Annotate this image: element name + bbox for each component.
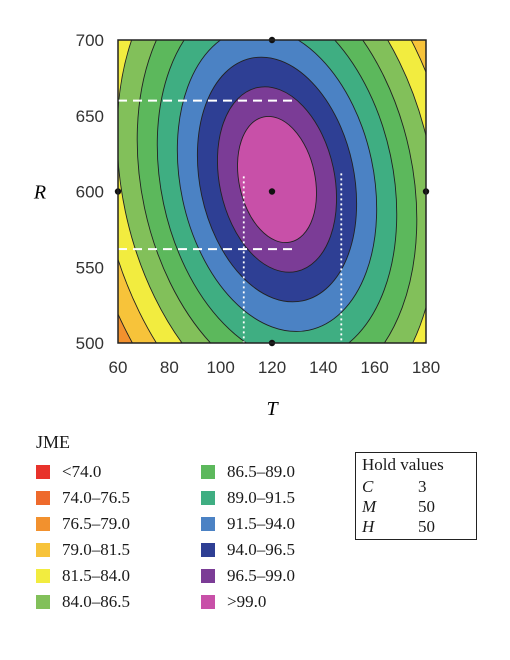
hold-value: 3 bbox=[418, 477, 427, 496]
y-tick-label: 500 bbox=[76, 334, 104, 353]
legend-label: 79.0–81.5 bbox=[62, 540, 130, 559]
x-tick-label: 140 bbox=[309, 358, 337, 377]
hold-value-row: H 50 bbox=[362, 517, 470, 537]
legend-item: 84.0–86.5 bbox=[36, 589, 191, 615]
legend-label: >99.0 bbox=[227, 592, 267, 611]
legend-item: 76.5–79.0 bbox=[36, 511, 191, 537]
legend-swatch bbox=[36, 517, 50, 531]
legend-swatch bbox=[201, 595, 215, 609]
y-axis-label: R bbox=[33, 182, 46, 204]
legend: JME <74.0 74.0–76.5 76.5–79.0 79.0–81.5 81.5… bbox=[36, 432, 366, 615]
reference-lines bbox=[118, 99, 343, 343]
legend-item: 89.0–91.5 bbox=[201, 485, 356, 511]
x-tick-label: 120 bbox=[258, 358, 286, 377]
legend-swatch bbox=[36, 465, 50, 479]
legend-item: <74.0 bbox=[36, 459, 191, 485]
legend-label: 76.5–79.0 bbox=[62, 514, 130, 533]
legend-swatch bbox=[36, 491, 50, 505]
legend-label: 96.5–99.0 bbox=[227, 566, 295, 585]
legend-swatch bbox=[201, 465, 215, 479]
legend-item: 74.0–76.5 bbox=[36, 485, 191, 511]
hold-values-title: Hold values bbox=[362, 455, 444, 474]
legend-item: 94.0–96.5 bbox=[201, 537, 356, 563]
legend-label: 94.0–96.5 bbox=[227, 540, 295, 559]
legend-item: 79.0–81.5 bbox=[36, 537, 191, 563]
hold-variable: H bbox=[362, 517, 375, 536]
hold-variable: M bbox=[362, 497, 377, 516]
legend-title: JME bbox=[36, 432, 71, 452]
hold-value-row: M 50 bbox=[362, 497, 470, 517]
legend-label: <74.0 bbox=[62, 462, 102, 481]
legend-label: 74.0–76.5 bbox=[62, 488, 130, 507]
design-point bbox=[268, 188, 276, 195]
y-tick-label: 650 bbox=[76, 107, 104, 126]
hold-values-rows: C 3 M 50 H 50 bbox=[362, 477, 470, 537]
y-tick-label: 600 bbox=[76, 183, 104, 202]
contour-band-10 bbox=[237, 115, 317, 244]
legend-item: 86.5–89.0 bbox=[201, 459, 356, 485]
legend-swatch bbox=[36, 595, 50, 609]
y-tick-label: 700 bbox=[76, 31, 104, 50]
legend-label: 84.0–86.5 bbox=[62, 592, 130, 611]
x-tick-label: 80 bbox=[160, 358, 179, 377]
legend-swatch bbox=[201, 543, 215, 557]
legend-item: >99.0 bbox=[201, 589, 356, 615]
y-tick-label: 550 bbox=[76, 258, 104, 277]
x-tick-label: 100 bbox=[206, 358, 234, 377]
hold-values-box: Hold values C 3 M 50 H 50 bbox=[355, 452, 477, 540]
legend-item: 96.5–99.0 bbox=[201, 563, 356, 589]
contour-plot: 60 80 100 120 140 160 180 500 550 600 650 700 T R bbox=[33, 31, 441, 420]
legend-label: 86.5–89.0 bbox=[227, 462, 295, 481]
legend-label: 89.0–91.5 bbox=[227, 488, 295, 507]
hold-variable: C bbox=[362, 477, 374, 496]
legend-item: 81.5–84.0 bbox=[36, 563, 191, 589]
legend-entries: <74.0 74.0–76.5 76.5–79.0 79.0–81.5 81.5–84.… bbox=[36, 459, 366, 615]
x-axis-label: T bbox=[266, 398, 279, 420]
legend-label: 91.5–94.0 bbox=[227, 514, 295, 533]
hold-value: 50 bbox=[418, 497, 435, 516]
legend-swatch bbox=[201, 491, 215, 505]
x-axis-ticks: 60 80 100 120 140 160 180 bbox=[109, 358, 441, 377]
x-tick-label: 160 bbox=[360, 358, 388, 377]
contour-bands bbox=[118, 40, 426, 343]
legend-swatch bbox=[36, 569, 50, 583]
legend-swatch bbox=[201, 569, 215, 583]
x-tick-label: 60 bbox=[109, 358, 128, 377]
plot-frame bbox=[117, 39, 427, 344]
legend-swatch bbox=[36, 543, 50, 557]
x-tick-label: 180 bbox=[412, 358, 440, 377]
legend-label: 81.5–84.0 bbox=[62, 566, 130, 585]
y-axis-ticks: 500 550 600 650 700 bbox=[76, 31, 104, 353]
legend-item: 91.5–94.0 bbox=[201, 511, 356, 537]
hold-value: 50 bbox=[418, 517, 435, 536]
legend-swatch bbox=[201, 517, 215, 531]
